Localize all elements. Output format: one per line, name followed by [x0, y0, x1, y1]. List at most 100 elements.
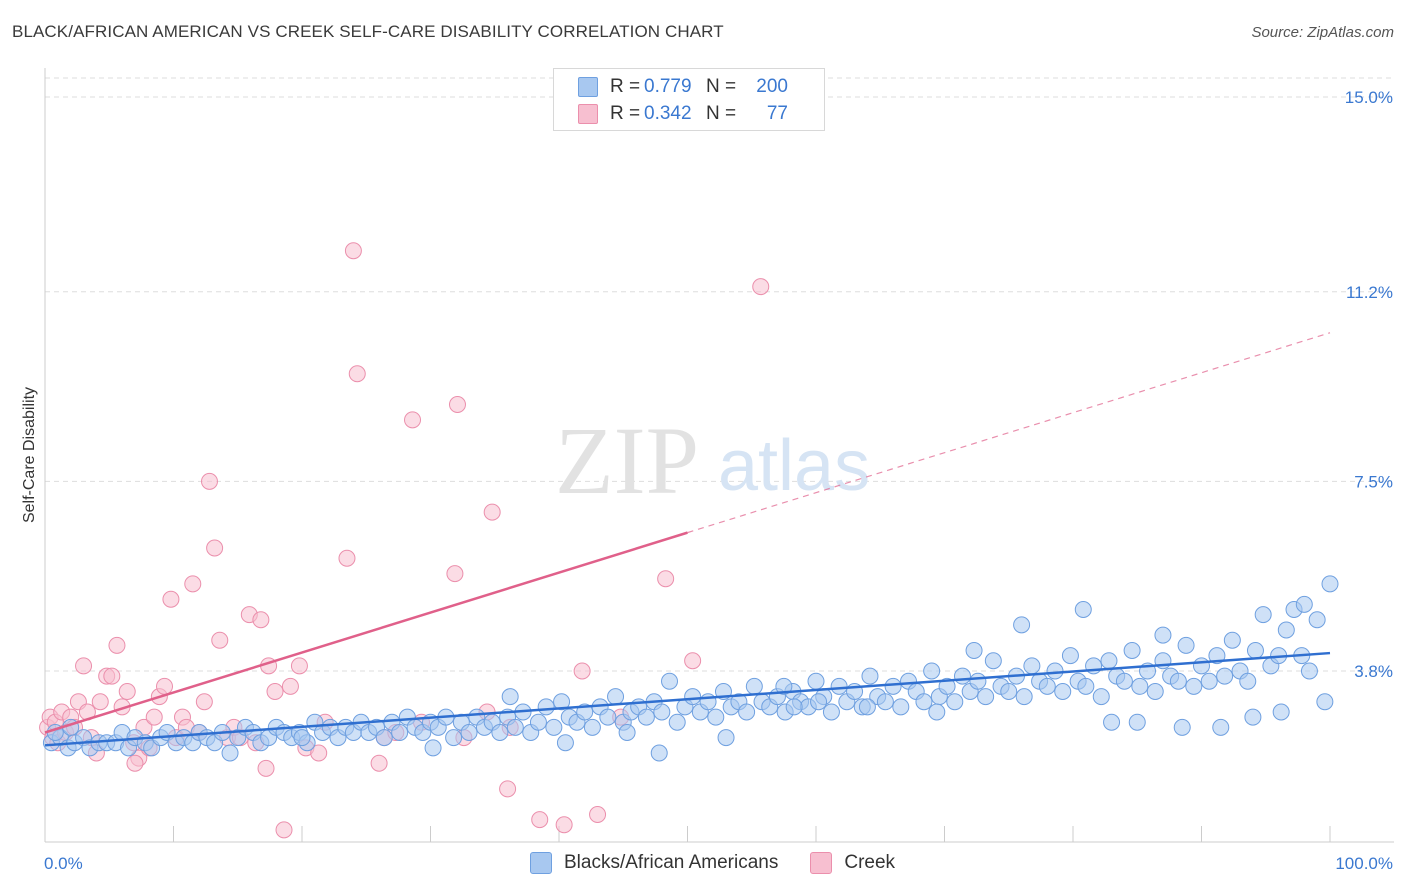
legend-row-blacks: R = 0.779 N = 200 [578, 76, 788, 98]
blacks-point [810, 693, 828, 711]
blacks-point [707, 708, 725, 726]
blacks-point [221, 744, 239, 762]
creek-point [344, 242, 362, 260]
x-tick-label-min: 0.0% [44, 854, 83, 873]
grid-lines [45, 77, 1394, 672]
watermark-atlas: atlas [718, 426, 870, 506]
blacks-point [668, 713, 686, 731]
blacks-point [537, 698, 555, 716]
blacks-trend-line [44, 651, 1331, 747]
legend-r-value: 0.779 [644, 76, 692, 97]
blacks-point [445, 729, 463, 747]
blacks-point [1200, 672, 1218, 690]
legend-n-value: 200 [756, 76, 788, 97]
y-tick-label: 15.0% [1345, 88, 1393, 107]
blacks-point [1300, 662, 1318, 680]
creek-point [206, 539, 224, 557]
source-note: Source: ZipAtlas.com [1251, 24, 1394, 41]
blacks-point [858, 698, 876, 716]
creek-point [156, 677, 174, 695]
blacks-point [501, 688, 519, 706]
creek-point [446, 565, 464, 583]
blacks-point [953, 667, 971, 685]
blacks-point [653, 703, 671, 721]
y-tick-label: 11.2% [1346, 283, 1393, 302]
legend-item-blacks: Blacks/African Americans [530, 852, 778, 874]
blacks-point [1316, 693, 1334, 711]
blacks-point [1277, 621, 1295, 639]
blacks-point [1092, 688, 1110, 706]
series-legend: Blacks/African Americans Creek [530, 852, 927, 874]
blacks-point [1321, 575, 1339, 593]
blacks-point [1295, 595, 1313, 613]
blacks-point [391, 724, 409, 741]
blacks-point [650, 744, 668, 762]
creek-point [370, 754, 388, 772]
blacks-point [1038, 677, 1056, 695]
blacks-point [375, 729, 393, 747]
creek-trend-line [44, 531, 688, 734]
blacks-point [1061, 647, 1079, 665]
blacks-point [1046, 662, 1064, 680]
blacks-point [1015, 688, 1033, 706]
creek-point [118, 683, 136, 700]
legend-r-label: R = [610, 76, 641, 97]
blacks-point [1308, 611, 1326, 629]
blacks-point [506, 718, 524, 736]
creek-point [281, 677, 299, 695]
blacks-point [1123, 642, 1141, 659]
blacks-point [1023, 657, 1041, 675]
creek-point [499, 780, 517, 798]
blacks-point [556, 734, 574, 752]
blacks-point [1154, 626, 1172, 644]
creek-point [531, 811, 549, 829]
blacks-point [965, 642, 983, 659]
creek-point [126, 754, 144, 772]
blacks-point [717, 729, 735, 747]
blacks-point [1131, 677, 1149, 695]
blacks-point [785, 698, 803, 716]
blacks-point [1177, 636, 1195, 654]
blacks-point [460, 724, 478, 741]
creek-point [657, 570, 675, 588]
blacks-point [1013, 616, 1031, 634]
creek-point [257, 759, 275, 777]
blacks-point [1212, 718, 1230, 736]
blacks-point [1193, 657, 1210, 675]
blacks-point [1169, 672, 1187, 690]
y-axis-label: Self-Care Disability [21, 386, 38, 524]
watermark-zip: ZIP [555, 407, 699, 514]
blacks-point [1246, 642, 1264, 659]
blacks-point [928, 703, 946, 721]
blacks-point [1146, 683, 1164, 700]
blacks-point [1103, 713, 1121, 731]
blacks-point [661, 672, 679, 690]
legend-n-value: 77 [766, 103, 788, 124]
blacks-point [1000, 683, 1018, 700]
blacks-point [807, 672, 825, 690]
legend-n-label: N = [706, 76, 737, 97]
blacks-point [745, 677, 763, 695]
y-tick-label: 7.5% [1354, 472, 1393, 491]
legend-r-label: R = [610, 103, 641, 124]
legend-label-creek: Creek [844, 852, 896, 873]
blacks-point [1128, 713, 1146, 731]
legend-item-creek: Creek [810, 852, 895, 874]
blacks-point [1223, 631, 1241, 649]
blacks-point [1054, 683, 1072, 700]
creek-point [348, 365, 366, 383]
creek-point [103, 667, 121, 685]
blacks-point [977, 688, 995, 706]
blacks-point [607, 688, 625, 706]
blacks-point [529, 713, 547, 731]
blacks-point [969, 672, 987, 690]
blacks-point [1115, 672, 1133, 690]
blacks-point [946, 693, 964, 711]
blacks-point [775, 677, 793, 695]
creek-point [211, 631, 229, 649]
blacks-point [892, 698, 910, 716]
blacks-point [884, 677, 902, 695]
blacks-point [599, 708, 617, 726]
blacks-point [1077, 677, 1095, 695]
legend-swatch-pink [810, 852, 833, 874]
